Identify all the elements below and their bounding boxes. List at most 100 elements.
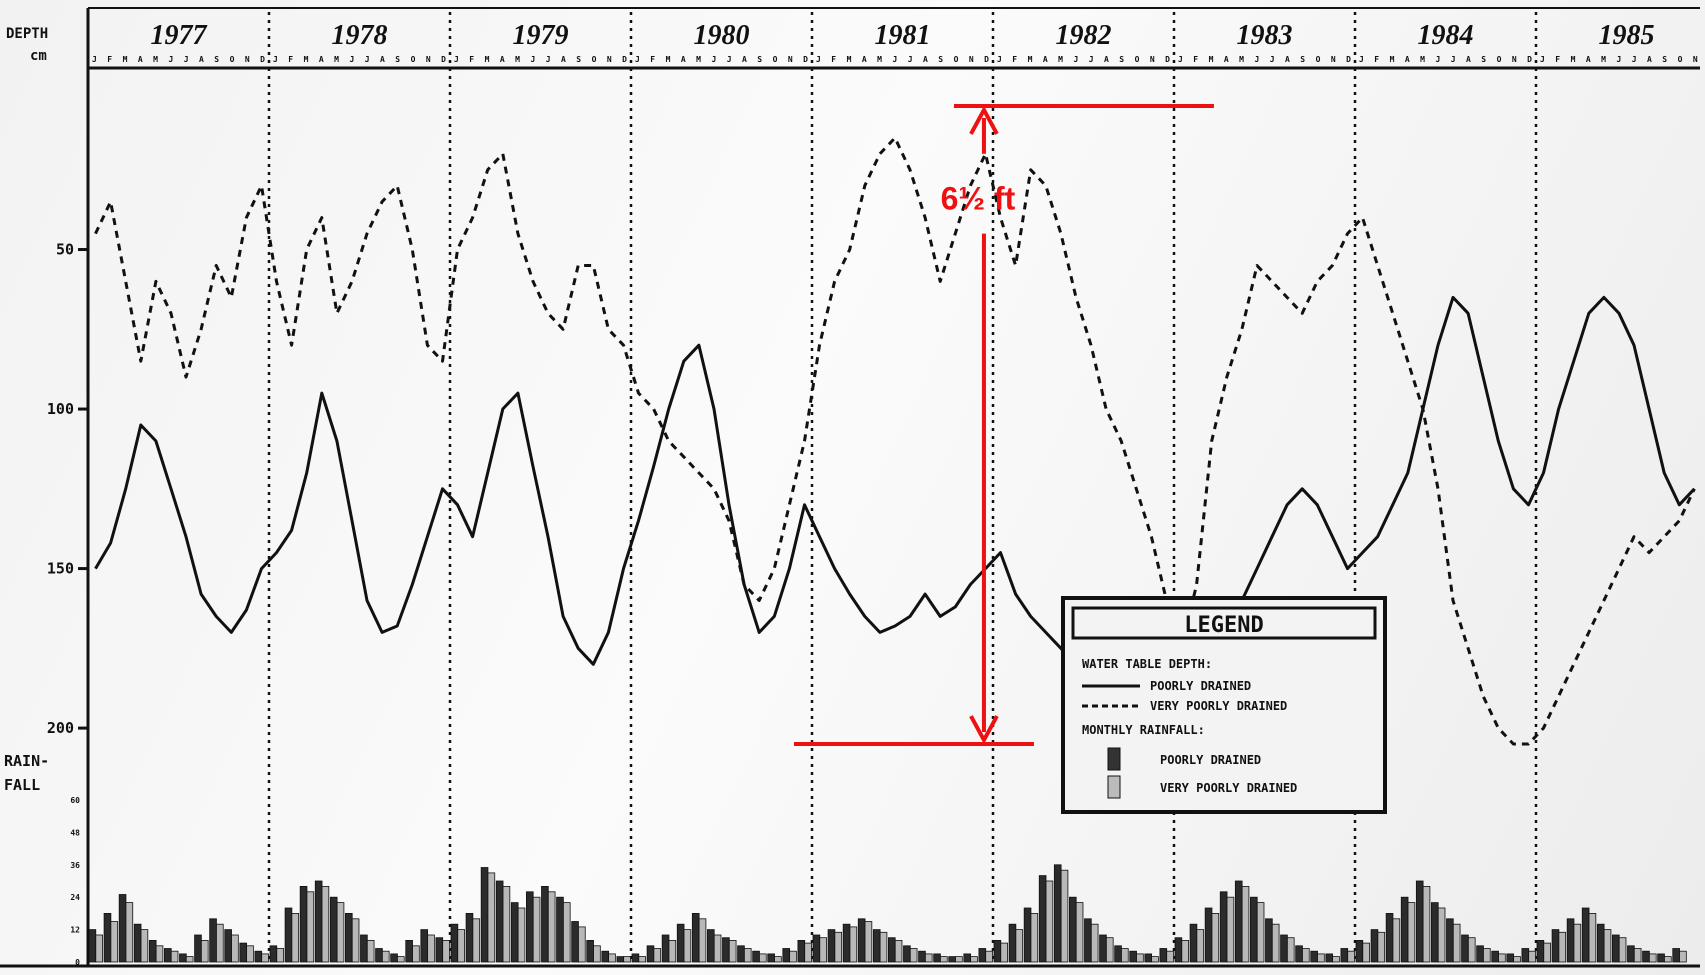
- rainfall-bar-poorly: [1023, 907, 1032, 963]
- rainfall-bar-poorly: [209, 918, 217, 963]
- rainfall-bar-poorly: [1476, 945, 1484, 963]
- rainfall-bar-very-poorly: [759, 953, 767, 963]
- rainfall-bar-poorly: [586, 940, 594, 963]
- rainfall-bar-very-poorly: [216, 923, 224, 963]
- rainfall-bar-poorly: [661, 934, 670, 963]
- rainfall-tick-label: 12: [70, 926, 80, 935]
- legend-title: LEGEND: [1184, 613, 1263, 638]
- rainfall-bar-very-poorly: [728, 940, 737, 963]
- annotation-label: 6½ ft: [941, 181, 1016, 217]
- y-axis-ticks: 50 100 150 200: [47, 241, 88, 737]
- rainfall-bar-very-poorly: [110, 921, 119, 963]
- rainfall-bar-poorly: [963, 953, 972, 963]
- year-label: 1980: [694, 20, 750, 51]
- rainfall-bar-poorly: [405, 940, 413, 963]
- rainfall-bar-very-poorly: [442, 940, 450, 963]
- year-label: 1985: [1599, 20, 1655, 51]
- rainfall-bar-poorly: [1521, 948, 1530, 963]
- rainfall-bar-poorly: [224, 929, 232, 963]
- rainfall-bar-poorly: [1189, 923, 1198, 963]
- rainfall-bar-poorly: [299, 886, 308, 963]
- rainfall-bar-poorly: [284, 907, 293, 963]
- rainfall-bar-poorly: [465, 913, 474, 963]
- rainfall-bar-very-poorly: [1513, 956, 1521, 963]
- rainfall-bar-poorly: [722, 937, 730, 963]
- rainfall-bar-very-poorly: [1045, 880, 1054, 963]
- chart-header: DEPTH cm: [6, 26, 48, 64]
- rainfall-bar-very-poorly: [985, 950, 993, 963]
- rainfall-bar-poorly: [903, 945, 911, 963]
- rainfall-bar-very-poorly: [125, 902, 134, 963]
- rainfall-bar-very-poorly: [412, 945, 420, 963]
- month-initials: JFMAMJJASOND: [1540, 55, 1705, 64]
- month-initials: JFMAMJJASOND: [1178, 55, 1351, 64]
- rainfall-bar-very-poorly: [291, 913, 300, 963]
- rainfall-bar-poorly: [1672, 948, 1680, 963]
- rainfall-bar-poorly: [1355, 940, 1364, 963]
- rainfall-bar-poorly: [1596, 923, 1605, 963]
- rainfall-bar-poorly: [1174, 937, 1183, 963]
- rainfall-bar-very-poorly: [532, 896, 541, 963]
- rainfall-bar-poorly: [691, 913, 700, 963]
- rainfall-bar-poorly: [827, 929, 836, 963]
- rainfall-bar-very-poorly: [1573, 923, 1582, 963]
- depth-annotation: 6½ ft: [793, 103, 1214, 747]
- rainfall-bar-poorly: [1566, 918, 1575, 963]
- rainfall-bar-poorly: [360, 934, 368, 963]
- rainfall-bar-very-poorly: [1075, 902, 1084, 963]
- rainfall-bar-poorly: [1642, 950, 1650, 963]
- rainfall-bar-poorly: [767, 953, 775, 963]
- y-tick-label: 200: [47, 719, 74, 737]
- rainfall-bar-poorly: [842, 923, 851, 963]
- rainfall-bar-very-poorly: [1271, 923, 1280, 963]
- rainfall-bar-very-poorly: [940, 956, 948, 963]
- month-initials: JFMAMJJASOND: [92, 55, 265, 64]
- rainfall-bar-very-poorly: [1437, 907, 1446, 963]
- rainfall-bar-poorly: [1415, 880, 1424, 963]
- rainfall-bar-very-poorly: [713, 934, 722, 963]
- legend-bar-swatch-2: [1107, 775, 1121, 799]
- rainfall-bar-very-poorly: [1256, 902, 1265, 963]
- rainfall-bar-very-poorly: [593, 945, 601, 963]
- rainfall-tick-label: 0: [75, 958, 80, 967]
- rainfall-bar-very-poorly: [381, 950, 390, 963]
- rainfall-bar-poorly: [345, 913, 353, 963]
- rainfall-bar-poorly: [571, 921, 579, 963]
- rainfall-bar-very-poorly: [924, 953, 933, 963]
- rainfall-bar-poorly: [812, 934, 821, 963]
- year-label: 1983: [1237, 20, 1293, 51]
- rainfall-bar-poorly: [601, 950, 610, 963]
- series-poorly-drained: [94, 295, 1696, 730]
- rainfall-bar-poorly: [1053, 864, 1062, 963]
- rainfall-bar-poorly: [1280, 934, 1288, 963]
- rainfall-bar-very-poorly: [789, 950, 797, 963]
- rainfall-bar-poorly: [1295, 945, 1303, 963]
- rainfall-bar-very-poorly: [1377, 931, 1386, 963]
- rainfall-bar-very-poorly: [1060, 869, 1069, 963]
- rainfall-bar-poorly: [1581, 907, 1590, 963]
- rainfall-bar-very-poorly: [1558, 931, 1567, 963]
- month-initials: JFMAMJJASOND: [635, 55, 808, 64]
- rainfall-bar-very-poorly: [155, 945, 164, 963]
- rainfall-bar-very-poorly: [246, 945, 254, 963]
- year-label: 1981: [875, 20, 931, 51]
- rainfall-bar-very-poorly: [1392, 918, 1401, 963]
- legend-item-poorly-drained: POORLY DRAINED: [1150, 679, 1251, 693]
- month-initials: JFMAMJJASOND: [997, 55, 1170, 64]
- rainfall-bar-very-poorly: [200, 940, 209, 963]
- rainfall-bar-very-poorly: [1151, 956, 1159, 963]
- rainfall-bar-poorly: [1627, 945, 1635, 963]
- y-axis-label-line1: DEPTH: [6, 26, 48, 42]
- legend-item-rain-very-poorly-drained: VERY POORLY DRAINED: [1160, 781, 1297, 795]
- rainfall-bar-poorly: [857, 918, 866, 963]
- year-label: 1977: [151, 20, 208, 51]
- rainfall-bar-poorly: [1038, 875, 1047, 963]
- rainfall-bar-very-poorly: [1211, 913, 1220, 963]
- rainfall-bar-poorly: [1325, 953, 1334, 963]
- rainfall-bar-poorly: [1144, 953, 1153, 963]
- rainfall-bar-very-poorly: [1452, 923, 1461, 963]
- rainfall-bar-very-poorly: [1347, 950, 1355, 963]
- rainfall-bar-poorly: [782, 948, 791, 963]
- rainfall-bar-very-poorly: [1407, 902, 1416, 963]
- rainfall-bar-very-poorly: [1015, 929, 1024, 963]
